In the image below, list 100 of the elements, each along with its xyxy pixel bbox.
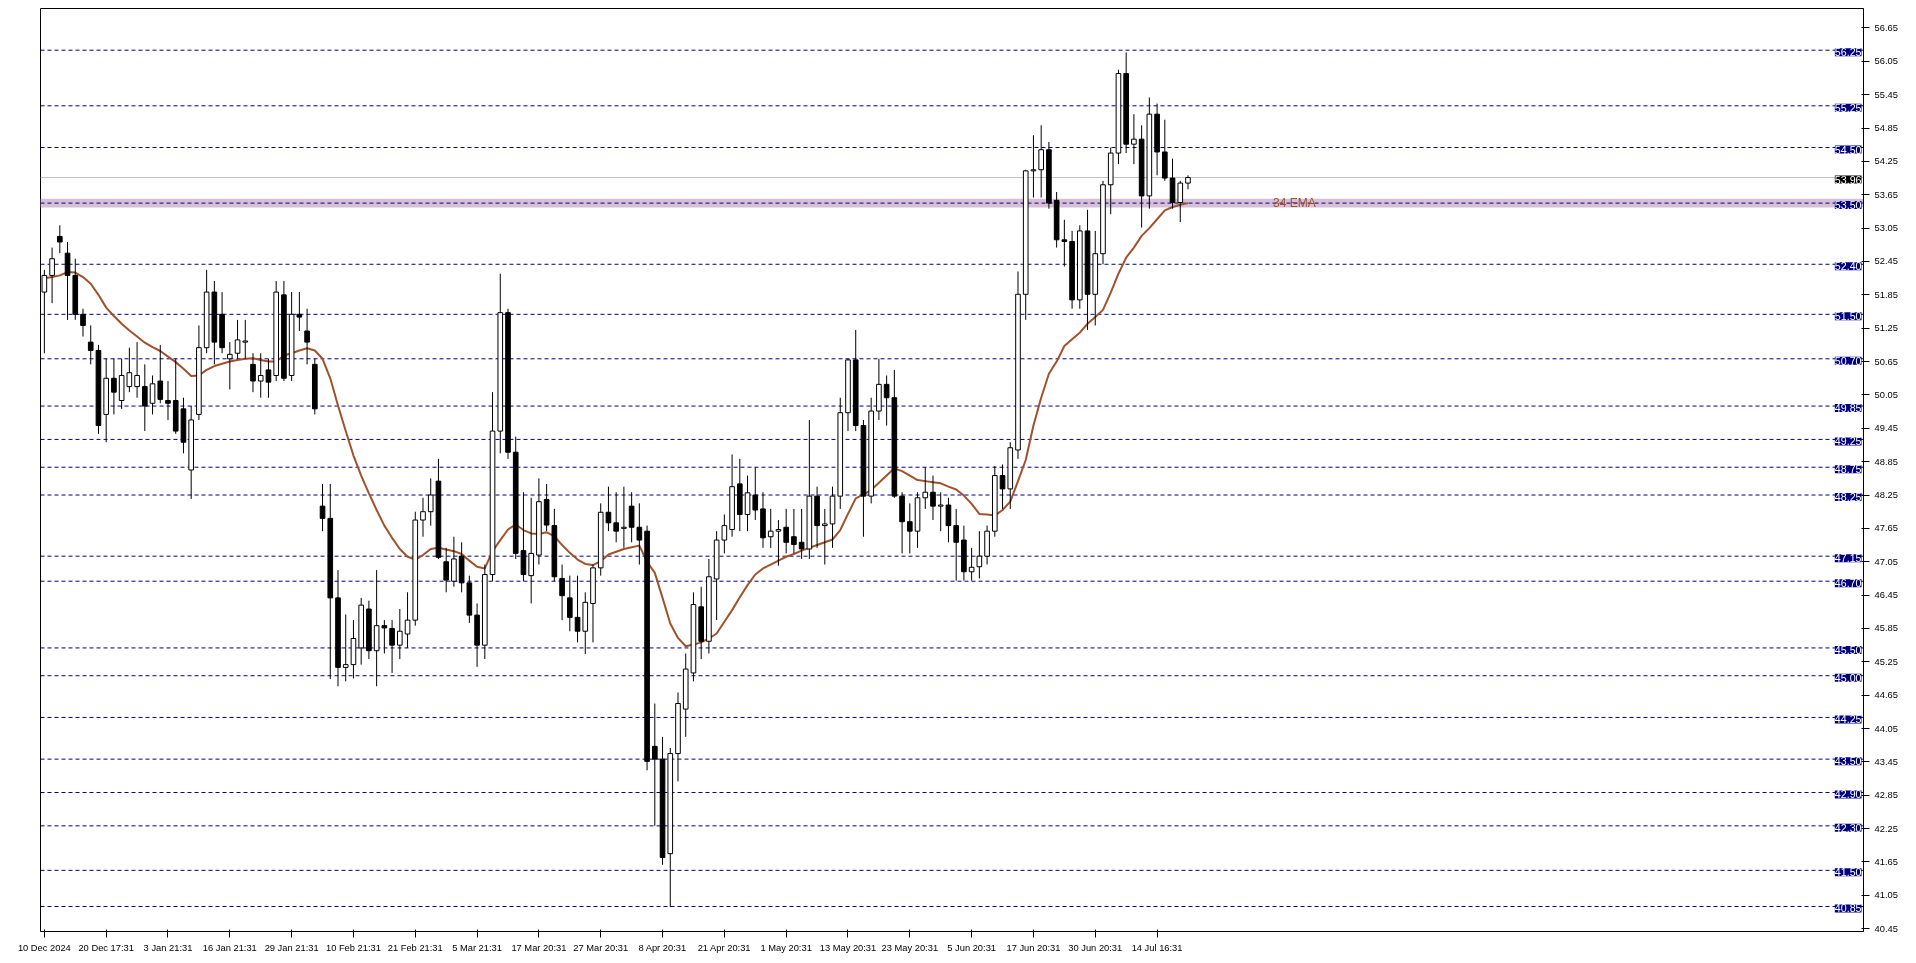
y-tick-label: 40.45 <box>1874 923 1898 934</box>
candlestick <box>64 241 71 321</box>
x-tick-label: 16 Jan 21:31 <box>202 942 257 953</box>
ref-line-label: 52.40 <box>1834 260 1862 273</box>
candlestick <box>1131 113 1137 165</box>
y-tick-label: 42.25 <box>1874 823 1898 834</box>
ref-line-label: 55.25 <box>1834 101 1862 114</box>
ref-line-label: 49.85 <box>1834 402 1862 415</box>
ref-line-label: 54.50 <box>1834 143 1862 156</box>
ref-line-label: 45.00 <box>1834 671 1862 684</box>
candlestick <box>420 497 426 538</box>
ref-line-label: 53.50 <box>1834 199 1862 212</box>
y-tick-label: 44.05 <box>1874 723 1898 734</box>
candlestick <box>389 619 395 674</box>
candlestick <box>721 513 728 554</box>
x-tick-label: 8 Apr 20:31 <box>638 942 687 953</box>
x-tick-label: 10 Dec 2024 <box>17 942 71 953</box>
ref-line-label: 50.70 <box>1834 354 1862 367</box>
ref-line-label: 42.90 <box>1834 788 1862 801</box>
candlestick <box>953 508 959 582</box>
ref-line-label: 43.50 <box>1834 755 1862 768</box>
candlestick <box>397 608 403 660</box>
ref-line-label: 46.70 <box>1834 577 1862 590</box>
candlestick <box>443 547 449 593</box>
ref-line-label: 41.50 <box>1834 866 1862 879</box>
candlestick <box>559 564 565 621</box>
candlestick <box>783 508 789 554</box>
x-tick-label: 14 Jul 16:31 <box>1131 942 1183 953</box>
candlestick <box>636 502 643 566</box>
candlestick <box>968 547 975 582</box>
candlestick <box>613 491 619 543</box>
x-tick-label: 23 May 20:31 <box>881 942 939 953</box>
x-tick-label: 29 Jan 21:31 <box>264 942 319 953</box>
candlestick <box>566 575 573 632</box>
x-tick-label: 10 Feb 21:31 <box>325 942 381 953</box>
candlestick <box>775 519 782 567</box>
x-tick-label: 5 Mar 21:31 <box>452 942 502 953</box>
candlestick <box>80 308 86 338</box>
ref-line-label: 45.50 <box>1834 643 1862 656</box>
candlestick <box>621 486 627 549</box>
y-tick-label: 49.45 <box>1874 423 1898 434</box>
candlestick <box>304 308 310 365</box>
y-tick-label: 51.25 <box>1874 323 1898 334</box>
y-tick-label: 56.05 <box>1874 56 1898 67</box>
candlestick <box>319 483 326 532</box>
ref-line-label: 42.30 <box>1834 821 1862 834</box>
y-tick-label: 56.65 <box>1874 22 1898 33</box>
candlestick <box>142 363 148 432</box>
candlestick <box>404 591 411 649</box>
candlestick <box>883 374 890 427</box>
y-tick-label: 41.65 <box>1874 857 1898 867</box>
y-tick-label: 50.05 <box>1874 389 1898 400</box>
candlestick <box>134 341 140 399</box>
candlestick <box>1030 134 1037 199</box>
candlestick <box>791 508 797 554</box>
y-tick-label: 43.45 <box>1874 756 1898 767</box>
candlestick <box>1038 124 1044 199</box>
ref-line-label: 49.25 <box>1834 435 1862 448</box>
text: 34 EMA <box>1272 196 1316 211</box>
y-tick-label: 55.45 <box>1874 89 1898 100</box>
candlestick <box>628 491 635 543</box>
x-tick-label: 1 May 20:31 <box>760 942 812 953</box>
candlestick <box>165 380 171 421</box>
candlestick <box>651 703 658 827</box>
x-tick-label: 21 Apr 20:31 <box>697 942 751 953</box>
x-tick-label: 20 Dec 17:31 <box>78 942 134 953</box>
candlestick <box>250 352 256 393</box>
y-tick-label: 45.85 <box>1874 623 1898 634</box>
y-tick-label: 46.45 <box>1874 590 1898 601</box>
candlestick <box>976 530 983 579</box>
ref-line-label: 40.85 <box>1834 902 1862 915</box>
x-tick-label: 3 Jan 21:31 <box>143 942 193 953</box>
candlestick <box>906 502 913 554</box>
candlestick <box>451 536 457 588</box>
y-tick-label: 54.85 <box>1874 123 1898 134</box>
ref-line-label: 56.25 <box>1834 46 1862 59</box>
candlestick <box>1185 174 1191 190</box>
y-tick-label: 52.45 <box>1874 256 1898 267</box>
candlestick <box>1061 219 1068 267</box>
candlestick <box>227 341 233 390</box>
candlestick <box>57 224 63 254</box>
y-tick-label: 47.65 <box>1874 523 1898 534</box>
y-tick-label: 54.25 <box>1874 156 1898 167</box>
candlestick <box>767 508 774 549</box>
x-tick-label: 17 Mar 20:31 <box>511 942 567 953</box>
ref-line-label: 51.50 <box>1834 310 1862 323</box>
x-tick-label: 17 Jun 20:31 <box>1006 942 1061 953</box>
ref-line-label: 44.25 <box>1834 713 1862 726</box>
candlestick <box>930 475 936 521</box>
candlestick <box>49 247 55 304</box>
y-tick-label: 41.05 <box>1874 890 1898 901</box>
y-tick-label: 47.05 <box>1874 556 1898 567</box>
y-tick-label: 53.65 <box>1874 189 1898 200</box>
y-tick-label: 45.25 <box>1874 656 1898 667</box>
y-tick-label: 48.85 <box>1874 456 1898 467</box>
x-tick-label: 27 Mar 20:31 <box>573 942 629 953</box>
ref-line-label: 48.75 <box>1834 463 1862 476</box>
y-tick-label: 51.85 <box>1874 289 1898 300</box>
x-tick-label: 30 Jun 20:31 <box>1068 942 1123 953</box>
candlestick <box>111 358 117 415</box>
